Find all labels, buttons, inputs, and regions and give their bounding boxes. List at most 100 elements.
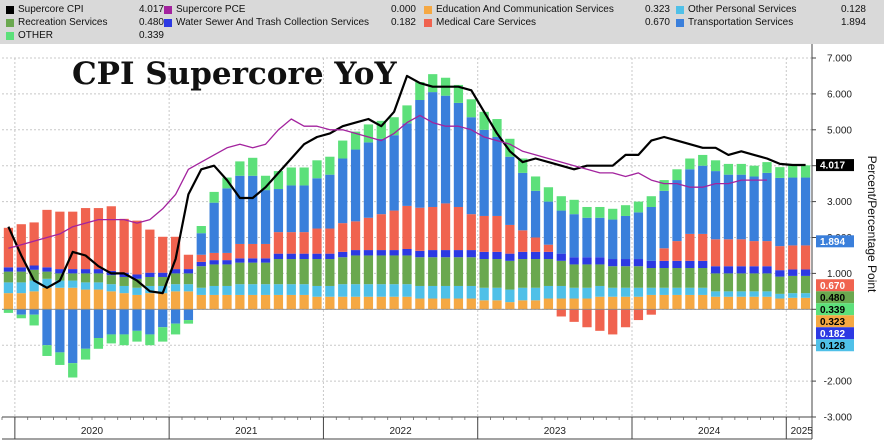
bar-segment	[698, 294, 708, 310]
legend-label: Water Sewer And Trash Collection Service…	[176, 17, 370, 28]
bar-segment	[453, 84, 464, 103]
bar-segment	[633, 296, 644, 310]
bar-segment	[556, 253, 566, 261]
bar-segment	[299, 167, 309, 186]
bar-segment	[543, 244, 554, 252]
bar-segment	[363, 255, 374, 285]
bar-segment	[286, 232, 296, 254]
bar-segment	[42, 309, 52, 346]
bar-segment	[543, 285, 554, 299]
bar-segment	[440, 285, 451, 299]
bar-segment	[505, 156, 515, 225]
bar-segment	[286, 253, 296, 260]
bar-segment	[183, 291, 194, 310]
bar-segment	[55, 273, 65, 281]
bar-segment	[415, 257, 425, 286]
bar-segment	[42, 278, 52, 288]
bar-segment	[620, 296, 631, 310]
bar-segment	[685, 268, 695, 288]
bar-segment	[582, 217, 592, 258]
right-label-text: 0.323	[820, 317, 845, 328]
bar-segment	[209, 260, 219, 265]
bar-segment	[646, 206, 656, 261]
bar-segment	[16, 267, 26, 272]
bar-segment	[466, 99, 476, 118]
bar-segment	[608, 208, 618, 220]
bar-segment	[582, 298, 592, 310]
bar-segment	[543, 259, 554, 286]
bar-segment	[402, 205, 412, 249]
bar-segment	[145, 272, 155, 277]
bar-segment	[363, 142, 374, 218]
bar-segment	[222, 264, 232, 286]
bar-segment	[646, 196, 656, 207]
bar-segment	[685, 287, 695, 295]
bar-segment	[248, 175, 258, 244]
bar-segment	[723, 296, 734, 310]
bar-segment	[530, 259, 541, 288]
bar-segment	[415, 100, 425, 208]
bar-segment	[569, 257, 579, 265]
bar-segment	[119, 293, 129, 310]
bar-segment	[749, 165, 759, 177]
bar-segment	[415, 285, 425, 299]
right-label-text: 4.017	[820, 161, 845, 172]
x-tick-label: 2024	[698, 426, 721, 437]
bar-segment	[440, 95, 451, 204]
legend-swatch	[164, 6, 172, 14]
bar-segment	[106, 334, 116, 344]
bar-segment	[170, 273, 181, 285]
bar-segment	[633, 266, 644, 288]
bar-segment	[530, 176, 541, 191]
bar-segment	[646, 287, 656, 295]
bar-segment	[595, 217, 605, 258]
bar-segment	[440, 250, 451, 258]
bar-segment	[389, 210, 399, 251]
bar-segment	[749, 291, 759, 297]
bar-segment	[402, 284, 412, 297]
bar-segment	[286, 284, 296, 295]
bar-segment	[209, 191, 219, 203]
bar-segment	[608, 266, 618, 288]
bar-segment	[376, 255, 386, 285]
x-axis: 2020 2021 2022 2023 2024 2025	[1, 416, 813, 440]
bar-segment	[736, 239, 746, 267]
bar-segment	[93, 208, 104, 270]
bar-segment	[788, 177, 798, 246]
bar-segment	[556, 210, 566, 254]
bar-segment	[505, 289, 515, 303]
bar-segment	[235, 243, 245, 259]
bar-segment	[710, 160, 721, 172]
bar-segment	[363, 296, 374, 310]
bar-segment	[620, 205, 631, 216]
right-label-box	[816, 291, 854, 304]
bar-segment	[556, 285, 566, 299]
legend-swatch	[424, 19, 432, 27]
bar-segment	[248, 262, 258, 285]
bar-segment	[273, 259, 284, 285]
bar-segment	[775, 167, 785, 178]
bar-segment	[723, 174, 734, 240]
bar-segment	[222, 294, 232, 310]
bar-segment	[325, 285, 335, 297]
bar-segment	[119, 272, 129, 277]
bar-segment	[312, 178, 322, 229]
bar-segment	[453, 257, 464, 286]
bar-segment	[685, 158, 695, 170]
bar-segment	[312, 285, 322, 297]
bar-segment	[646, 260, 656, 269]
bar-segment	[800, 165, 811, 178]
legend-label: OTHER	[18, 30, 53, 41]
bar-segment	[273, 232, 284, 254]
bar-segment	[698, 233, 708, 261]
bar-segment	[183, 273, 194, 285]
bar-segment	[55, 269, 65, 274]
bar-segment	[543, 298, 554, 310]
bar-segment	[170, 284, 181, 292]
right-label-box	[816, 339, 854, 352]
bar-segment	[42, 267, 52, 272]
bar-segment	[492, 215, 502, 252]
legend-value: 0.323	[644, 4, 670, 15]
bar-segment	[518, 300, 528, 310]
